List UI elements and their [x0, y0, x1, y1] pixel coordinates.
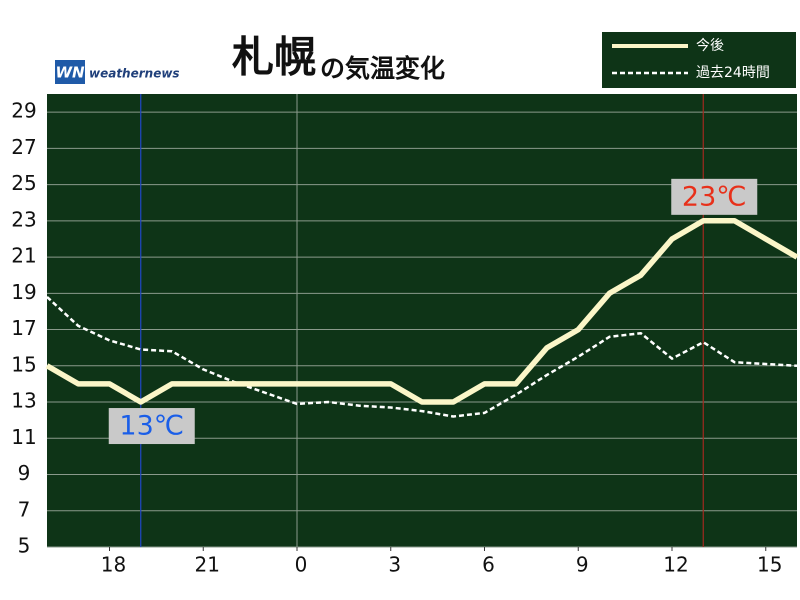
y-tick-label: 23	[11, 207, 36, 231]
x-tick-label: 9	[576, 553, 589, 577]
y-tick-label: 25	[11, 171, 36, 195]
logo-text: weathernews	[89, 67, 180, 81]
legend-box	[602, 32, 796, 88]
plot-area	[47, 94, 797, 547]
x-tick-label: 21	[195, 553, 220, 577]
x-tick-label: 3	[388, 553, 401, 577]
x-tick-label: 18	[101, 553, 126, 577]
legend-label: 過去24時間	[696, 65, 770, 81]
x-tick-label: 6	[482, 553, 495, 577]
x-tick-label: 0	[295, 553, 308, 577]
y-tick-label: 27	[11, 135, 36, 159]
x-tick-label: 12	[663, 553, 688, 577]
annotation-label: 13℃	[119, 411, 184, 442]
chart-subtitle: の気温変化	[320, 54, 445, 83]
forecast-line	[45, 218, 799, 405]
y-tick-label: 17	[11, 316, 36, 340]
chart-title: 札幌	[232, 33, 316, 82]
logo-box	[55, 60, 85, 84]
annotation-box	[671, 178, 758, 215]
legend-label: 今後	[696, 38, 724, 54]
y-tick-label: 15	[11, 352, 36, 376]
past-line	[46, 295, 798, 418]
logo-mark: WN	[55, 64, 85, 82]
y-tick-label: 5	[18, 534, 31, 558]
y-tick-label: 7	[18, 497, 31, 521]
annotation-box	[108, 408, 195, 445]
x-tick-label: 15	[757, 553, 782, 577]
y-tick-label: 21	[11, 244, 36, 268]
y-tick-label: 9	[18, 461, 31, 485]
y-tick-label: 13	[11, 389, 36, 413]
y-tick-label: 29	[11, 99, 36, 123]
logo: WN weathernews	[55, 60, 180, 84]
annotation-label: 23℃	[682, 181, 747, 212]
y-tick-label: 19	[11, 280, 36, 304]
y-tick-label: 11	[11, 425, 36, 449]
